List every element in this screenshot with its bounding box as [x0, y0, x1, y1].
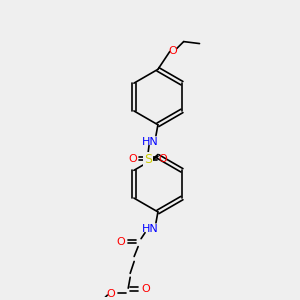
Text: S: S: [144, 153, 152, 167]
Text: O: O: [158, 154, 167, 164]
Text: HN: HN: [142, 136, 158, 147]
Text: HN: HN: [142, 224, 158, 234]
Text: O: O: [142, 284, 150, 294]
Text: O: O: [168, 46, 177, 56]
Text: O: O: [129, 154, 137, 164]
Text: O: O: [116, 237, 125, 247]
Text: O: O: [106, 289, 115, 299]
